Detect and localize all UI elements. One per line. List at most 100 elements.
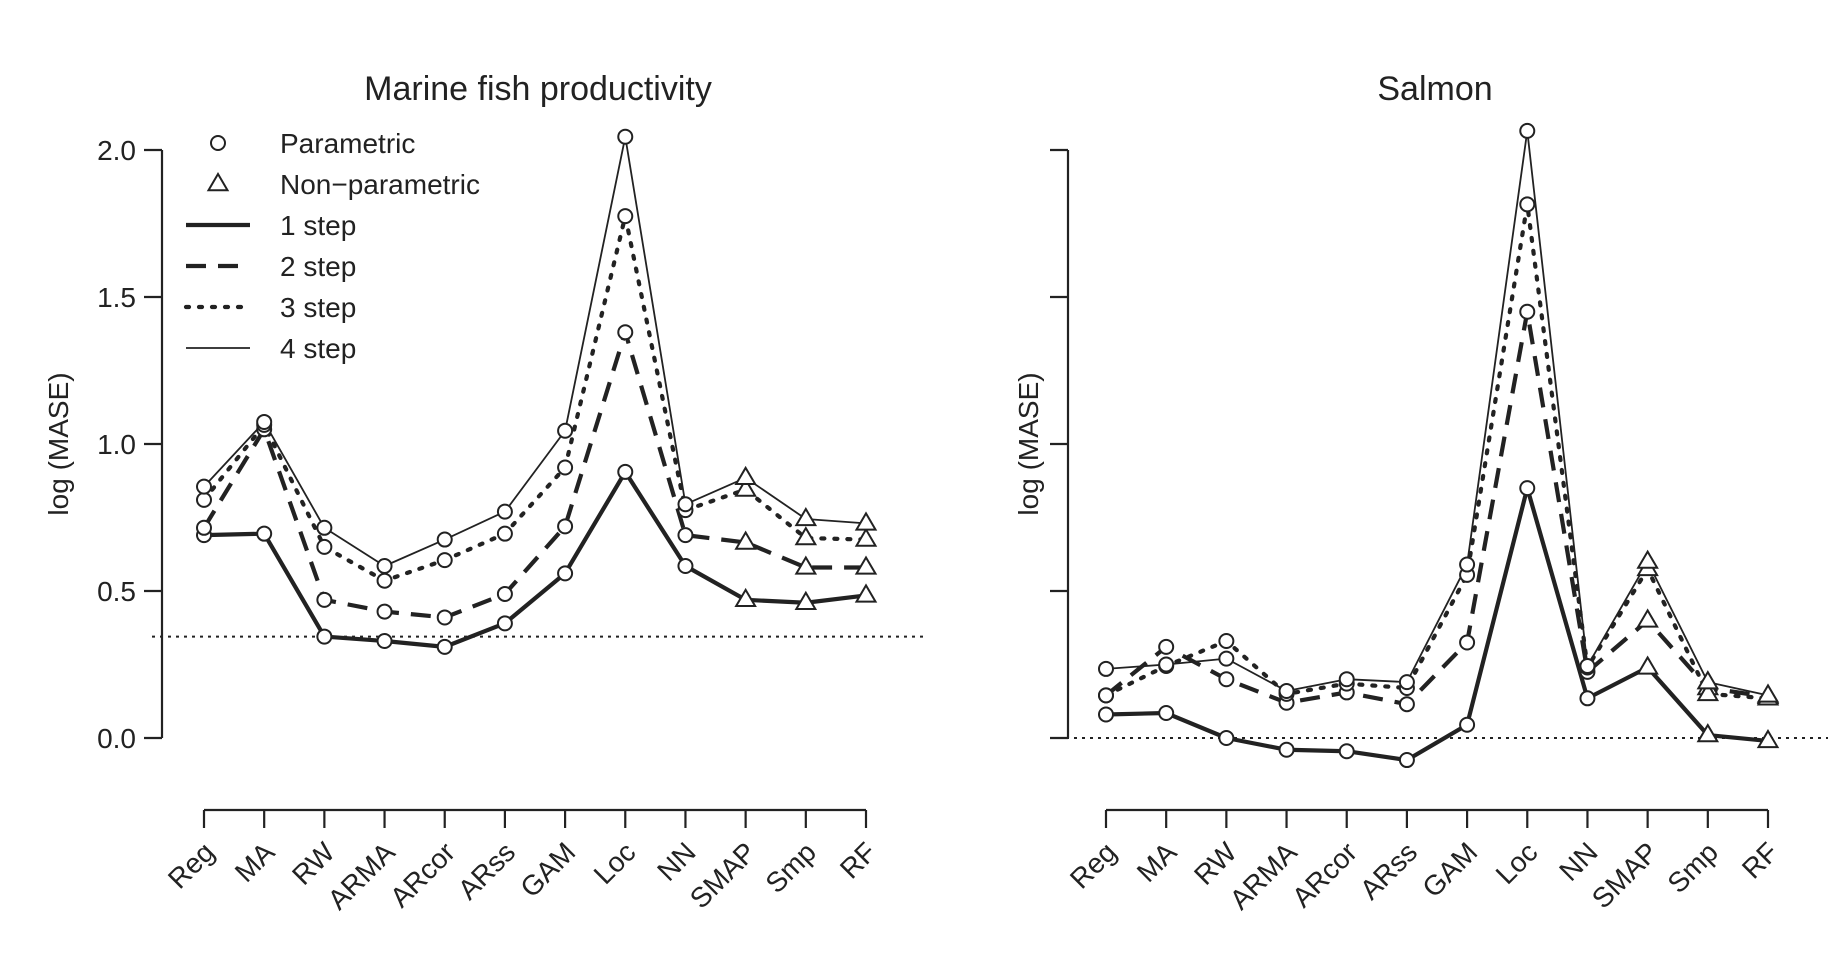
x-tick-label: GAM bbox=[514, 836, 581, 903]
legend-marker-circle bbox=[210, 135, 226, 151]
data-point bbox=[376, 632, 393, 649]
data-point bbox=[1338, 743, 1355, 760]
data-point bbox=[1398, 674, 1415, 691]
x-tick-label: ARcor bbox=[1286, 836, 1363, 913]
data-point bbox=[436, 552, 453, 569]
data-point bbox=[1459, 556, 1476, 573]
data-point bbox=[734, 477, 757, 497]
x-tick-label: SMAP bbox=[1586, 836, 1664, 914]
data-point bbox=[256, 413, 273, 430]
data-point bbox=[1158, 638, 1175, 655]
data-point bbox=[794, 526, 818, 546]
data-point bbox=[734, 530, 757, 550]
x-tick-label: ARMA bbox=[1224, 836, 1303, 915]
x-tick-label: MA bbox=[1131, 836, 1183, 888]
data-point bbox=[1519, 122, 1536, 139]
data-point bbox=[1158, 656, 1175, 673]
data-point bbox=[617, 128, 634, 145]
x-tick-label: SMAP bbox=[684, 836, 762, 914]
data-point bbox=[436, 638, 453, 655]
data-point bbox=[196, 478, 212, 495]
data-point bbox=[734, 587, 757, 608]
y-tick-label: 1.0 bbox=[97, 429, 136, 460]
data-point bbox=[496, 503, 513, 520]
x-tick-label: Smp bbox=[759, 836, 822, 899]
data-point bbox=[1098, 660, 1114, 677]
y-tick-label: 2.0 bbox=[97, 135, 136, 166]
data-point bbox=[1696, 670, 1720, 690]
data-point bbox=[316, 538, 333, 555]
series-line-solid-thick bbox=[203, 469, 867, 649]
series-line-dashed bbox=[202, 330, 866, 620]
data-point bbox=[376, 603, 393, 620]
data-point bbox=[677, 558, 694, 575]
data-point bbox=[1218, 671, 1235, 688]
x-tick-label: ARcor bbox=[384, 836, 461, 913]
x-tick-label: Smp bbox=[1661, 836, 1724, 899]
x-tick-label: RF bbox=[1736, 836, 1784, 884]
data-point bbox=[436, 609, 453, 626]
data-point bbox=[1158, 705, 1175, 722]
data-point bbox=[794, 506, 818, 527]
data-point bbox=[1278, 682, 1295, 699]
data-point bbox=[557, 459, 574, 476]
chart-title: Marine fish productivity bbox=[364, 70, 712, 108]
legend-label: 1 step bbox=[280, 210, 356, 241]
data-point bbox=[854, 511, 878, 531]
y-axis-label: log (MASE) bbox=[1013, 372, 1044, 515]
data-point bbox=[496, 585, 513, 602]
data-point bbox=[1218, 650, 1235, 667]
data-point bbox=[316, 628, 333, 645]
data-point bbox=[557, 565, 574, 582]
y-axis-label: log (MASE) bbox=[43, 372, 74, 515]
data-point bbox=[1519, 303, 1536, 320]
data-point bbox=[854, 527, 878, 547]
chart-panel-1: Marine fish productivity log (MASE) 0.0 0.5… bbox=[43, 70, 926, 915]
x-tick-label: GAM bbox=[1416, 836, 1483, 903]
data-point bbox=[1756, 728, 1780, 749]
x-tick-label: MA bbox=[229, 836, 281, 888]
series-line-solid-thin bbox=[1105, 129, 1769, 697]
data-point bbox=[617, 324, 634, 341]
data-point bbox=[376, 558, 393, 575]
data-point bbox=[1696, 681, 1720, 702]
x-tick-label: NN bbox=[1553, 836, 1604, 887]
data-point bbox=[316, 519, 333, 536]
data-point bbox=[1398, 752, 1415, 769]
data-point bbox=[1338, 671, 1355, 688]
data-point bbox=[1098, 687, 1114, 704]
data-point bbox=[1278, 741, 1295, 758]
legend-label: 2 step bbox=[280, 251, 356, 282]
data-point bbox=[1579, 657, 1596, 674]
data-point bbox=[617, 463, 634, 480]
data-point bbox=[794, 555, 818, 575]
legend: Parametric Non−parametric 1 step 2 step 3 st… bbox=[183, 128, 480, 364]
series-line-solid-thick bbox=[1105, 486, 1769, 763]
data-point bbox=[1579, 690, 1596, 707]
data-point bbox=[677, 527, 694, 544]
x-tick-label: Loc bbox=[1490, 836, 1544, 890]
x-tick-label: RF bbox=[834, 836, 882, 884]
legend-label: Non−parametric bbox=[280, 169, 480, 200]
data-point bbox=[794, 590, 818, 610]
legend-label: Parametric bbox=[280, 128, 415, 159]
data-point bbox=[557, 422, 574, 439]
x-tick-label: Loc bbox=[588, 836, 642, 890]
data-point bbox=[1636, 608, 1659, 628]
chart-title: Salmon bbox=[1377, 70, 1492, 108]
data-point bbox=[316, 591, 333, 608]
data-point bbox=[1218, 632, 1235, 649]
data-point bbox=[677, 496, 694, 513]
data-point bbox=[1519, 480, 1536, 497]
data-point bbox=[1636, 549, 1659, 569]
x-tick-label: NN bbox=[651, 836, 702, 887]
data-point bbox=[557, 518, 574, 535]
x-tick-label: Reg bbox=[1064, 836, 1122, 894]
x-tick-label: ARMA bbox=[322, 836, 401, 915]
series-line-dotted bbox=[1103, 202, 1771, 701]
y-tick-label: 1.5 bbox=[97, 282, 136, 313]
data-point bbox=[1459, 634, 1476, 651]
y-tick-label: 0.5 bbox=[97, 576, 136, 607]
